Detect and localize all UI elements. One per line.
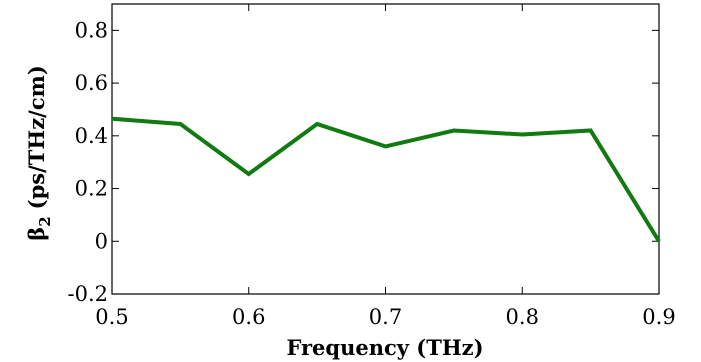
x-tick-label: 0.5 [95, 305, 128, 329]
x-tick-label: 0.6 [232, 305, 265, 329]
x-tick-label: 0.7 [369, 305, 402, 329]
y-tick-label: 0.6 [75, 71, 108, 95]
y-tick-label: 0.2 [75, 177, 108, 201]
plot-frame [111, 3, 660, 295]
x-tick-label: 0.8 [506, 305, 539, 329]
x-tick-label: 0.9 [642, 305, 675, 329]
x-axis-title: Frequency (THz) [286, 335, 483, 360]
y-tick-label: 0.8 [75, 18, 108, 42]
y-tick-label: 0 [95, 229, 108, 253]
series-layer [111, 116, 661, 243]
y-tick-label: -0.2 [68, 282, 109, 306]
x-tick-labels: 0.5 0.6 0.7 0.8 0.9 [95, 305, 675, 329]
y-axis-symbol: β [24, 227, 49, 241]
y-axis-title: β2 (ps/THz/cm) [24, 65, 54, 241]
axis-ticks [111, 4, 660, 295]
series-line [111, 116, 661, 243]
y-tick-labels: -0.2 0 0.2 0.4 0.6 0.8 [68, 18, 109, 306]
y-tick-label: 0.4 [75, 124, 108, 148]
y-axis-subscript: 2 [36, 216, 54, 226]
y-axis-units: (ps/THz/cm) [24, 65, 49, 209]
